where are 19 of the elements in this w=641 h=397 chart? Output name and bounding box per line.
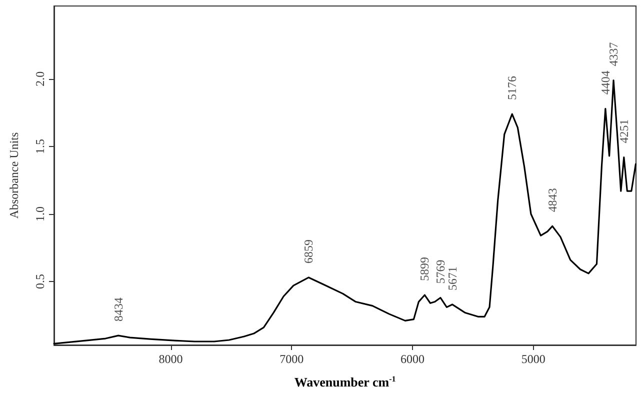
annotation: 5769 [433, 260, 448, 284]
annotation: 5899 [418, 257, 432, 282]
x-tick-label: 5000 [521, 352, 546, 366]
annotation: 5176 [505, 76, 520, 100]
annotation: 8434 [111, 298, 126, 322]
x-tick-label: 8000 [158, 352, 183, 366]
annotation: 4337 [606, 42, 621, 66]
y-tick-label: 0.5 [33, 274, 47, 290]
y-tick-label: 1.5 [33, 138, 47, 154]
x-tick-label: 6000 [400, 352, 425, 366]
annotation: 6859 [302, 239, 316, 264]
y-axis-title: Absorbance Units [7, 132, 21, 219]
annotation: 4404 [598, 70, 612, 95]
y-tick-label: 2.0 [33, 71, 47, 86]
annotation: 5671 [445, 266, 460, 290]
annotation: 4843 [545, 188, 560, 212]
annotation: 4251 [616, 119, 631, 144]
y-tick-label: 1.0 [33, 206, 47, 222]
x-tick-label: 7000 [280, 352, 304, 366]
